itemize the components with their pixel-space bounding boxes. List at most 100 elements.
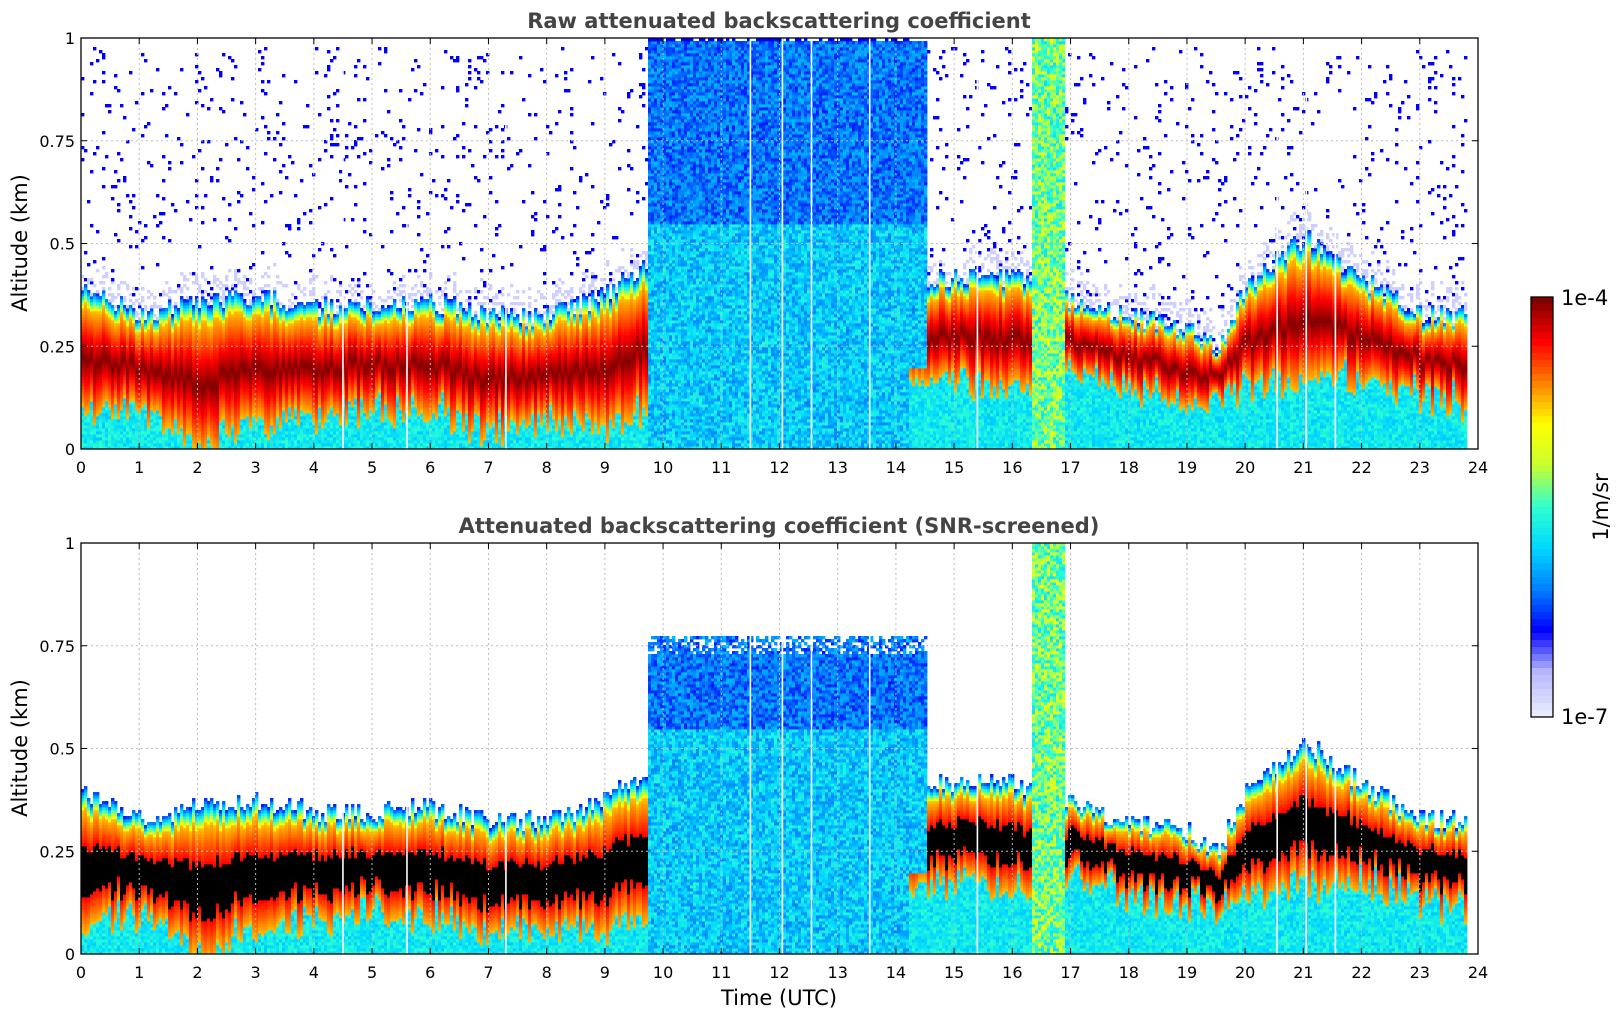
heatmap-cell xyxy=(129,422,132,425)
heatmap-cell xyxy=(114,338,117,341)
heatmap-cell xyxy=(126,311,129,314)
heatmap-cell xyxy=(93,443,96,446)
heatmap-cell xyxy=(120,317,123,320)
heatmap-cell xyxy=(96,386,99,389)
heatmap-cell xyxy=(150,338,153,341)
heatmap-cell xyxy=(126,350,129,353)
heatmap-cell xyxy=(108,398,111,401)
heatmap-cell xyxy=(102,305,105,308)
heatmap-cell xyxy=(102,56,105,59)
heatmap-cell xyxy=(114,416,117,419)
heatmap-cell xyxy=(111,329,114,332)
heatmap-cell xyxy=(132,350,135,353)
heatmap-cell xyxy=(126,374,129,377)
heatmap-cell xyxy=(144,305,147,308)
panel-raw-backscatter: Raw attenuated backscattering coefficien… xyxy=(8,9,1488,477)
heatmap-cell xyxy=(147,329,150,332)
heatmap-cell xyxy=(108,323,111,326)
heatmap-cell xyxy=(132,368,135,371)
heatmap-cell xyxy=(84,383,87,386)
heatmap-cell xyxy=(87,422,90,425)
heatmap-cell xyxy=(87,377,90,380)
heatmap-cell xyxy=(123,368,126,371)
heatmap-cell xyxy=(132,308,135,311)
heatmap-cell xyxy=(132,293,135,296)
heatmap-cell xyxy=(108,383,111,386)
heatmap-cell xyxy=(111,434,114,437)
heatmap-cell xyxy=(141,92,144,95)
heatmap-cell xyxy=(84,392,87,395)
heatmap-cell xyxy=(111,326,114,329)
heatmap-cell xyxy=(132,332,135,335)
heatmap-cell xyxy=(117,239,120,242)
heatmap-cell xyxy=(120,338,123,341)
heatmap-cell xyxy=(114,86,117,89)
heatmap-cell xyxy=(84,356,87,359)
heatmap-cell xyxy=(120,374,123,377)
heatmap-cell xyxy=(84,305,87,308)
heatmap-cell xyxy=(150,383,153,386)
heatmap-cell xyxy=(114,353,117,356)
heatmap-cell xyxy=(132,194,135,197)
heatmap-cell xyxy=(141,296,144,299)
heatmap-cell xyxy=(90,362,93,365)
heatmap-cell xyxy=(108,443,111,446)
heatmap-cell xyxy=(150,323,153,326)
heatmap-cell xyxy=(111,365,114,368)
heatmap-cell xyxy=(132,314,135,317)
heatmap-cell xyxy=(108,425,111,428)
heatmap-cell xyxy=(102,359,105,362)
heatmap-cell xyxy=(132,344,135,347)
heatmap-cell xyxy=(117,350,120,353)
heatmap-cell xyxy=(150,347,153,350)
heatmap-cell xyxy=(129,392,132,395)
heatmap-cell xyxy=(105,419,108,422)
heatmap-cell xyxy=(138,425,141,428)
heatmap-cell xyxy=(93,374,96,377)
heatmap-cell xyxy=(147,404,150,407)
heatmap-cell xyxy=(120,158,123,161)
heatmap-cell xyxy=(126,407,129,410)
heatmap-cell xyxy=(135,437,138,440)
heatmap-cell xyxy=(102,371,105,374)
heatmap-cell xyxy=(90,347,93,350)
heatmap-cell xyxy=(135,323,138,326)
heatmap-cell xyxy=(87,311,90,314)
heatmap-cell xyxy=(132,419,135,422)
heatmap-cell xyxy=(105,329,108,332)
heatmap-cell xyxy=(147,338,150,341)
heatmap-cell xyxy=(111,422,114,425)
heatmap-cell xyxy=(105,359,108,362)
heatmap-cell xyxy=(132,428,135,431)
heatmap-cell xyxy=(87,320,90,323)
heatmap-cell xyxy=(117,380,120,383)
heatmap-cell xyxy=(102,347,105,350)
heatmap-cell xyxy=(111,350,114,353)
heatmap-cell xyxy=(144,422,147,425)
heatmap-cell xyxy=(114,332,117,335)
heatmap-cell xyxy=(93,362,96,365)
heatmap-cell xyxy=(117,371,120,374)
heatmap-cell xyxy=(96,398,99,401)
heatmap-cell xyxy=(135,413,138,416)
heatmap-cell xyxy=(135,341,138,344)
heatmap-cell xyxy=(93,377,96,380)
heatmap-cell xyxy=(105,347,108,350)
heatmap-cell xyxy=(114,341,117,344)
heatmap-cell xyxy=(120,413,123,416)
heatmap-cell xyxy=(111,398,114,401)
heatmap-cell xyxy=(147,437,150,440)
heatmap-cell xyxy=(123,314,126,317)
heatmap-cell xyxy=(93,353,96,356)
heatmap-cell xyxy=(129,332,132,335)
heatmap-cell xyxy=(105,308,108,311)
heatmap-cell xyxy=(117,425,120,428)
heatmap-cell xyxy=(129,431,132,434)
heatmap-cell xyxy=(87,302,90,305)
heatmap-cell xyxy=(141,422,144,425)
heatmap-cell xyxy=(141,380,144,383)
heatmap-cell xyxy=(132,341,135,344)
heatmap-cell xyxy=(90,296,93,299)
heatmap-cell xyxy=(105,404,108,407)
heatmap-cell xyxy=(129,398,132,401)
